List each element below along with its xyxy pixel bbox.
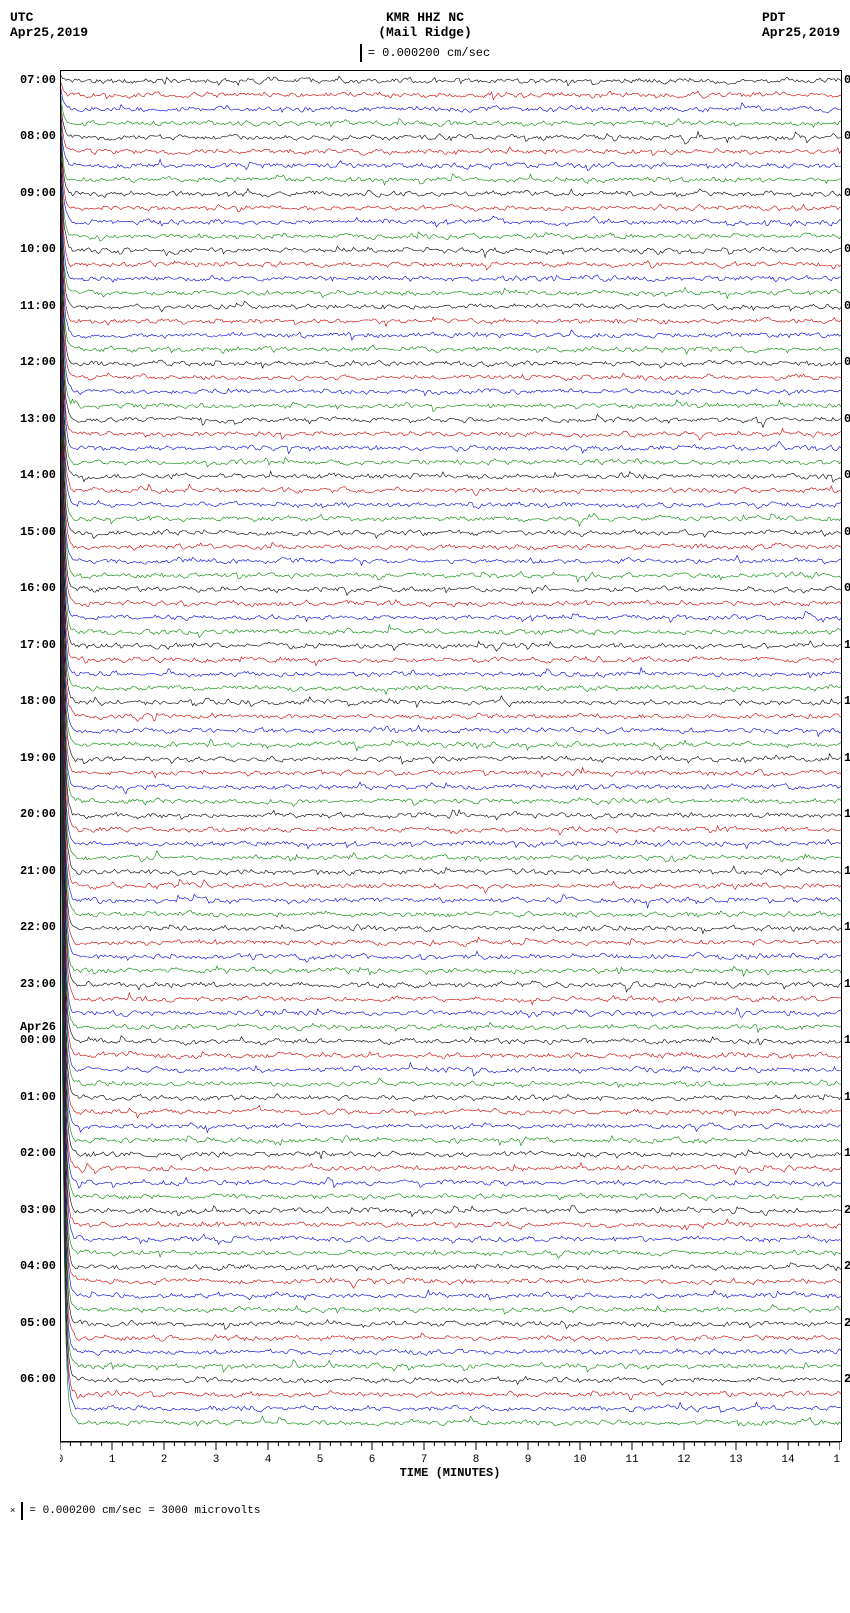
pdt-time-label: 21:15 — [844, 1259, 850, 1273]
pdt-time-label: 01:15 — [844, 129, 850, 143]
utc-time-label: 16:00 — [10, 581, 56, 595]
utc-date: Apr25,2019 — [10, 25, 88, 40]
seismogram-plot — [60, 70, 842, 1442]
utc-time-label: 12:00 — [10, 355, 56, 369]
pdt-time-label: 13:15 — [844, 807, 850, 821]
footer-mult-icon: × — [10, 1506, 15, 1516]
utc-time-label: 08:00 — [10, 129, 56, 143]
pdt-time-label: 05:15 — [844, 355, 850, 369]
svg-text:15: 15 — [833, 1454, 840, 1466]
svg-text:13: 13 — [729, 1454, 742, 1466]
utc-time-label: 07:00 — [10, 73, 56, 87]
utc-time-label: 14:00 — [10, 468, 56, 482]
svg-text:TIME (MINUTES): TIME (MINUTES) — [400, 1466, 501, 1480]
scale-indicator: = 0.000200 cm/sec — [10, 44, 840, 62]
svg-text:10: 10 — [573, 1454, 586, 1466]
svg-text:3: 3 — [213, 1454, 220, 1466]
pdt-time-label: 15:15 — [844, 920, 850, 934]
pdt-time-label: 11:15 — [844, 694, 850, 708]
footer-text: = 0.000200 cm/sec = 3000 microvolts — [29, 1505, 260, 1517]
pdt-time-label: 19:15 — [844, 1146, 850, 1160]
utc-time-label: 19:00 — [10, 751, 56, 765]
pdt-time-label: 16:15 — [844, 977, 850, 991]
svg-text:1: 1 — [109, 1454, 116, 1466]
header-center: KMR HHZ NC (Mail Ridge) — [378, 10, 472, 40]
pdt-time-label: 04:15 — [844, 299, 850, 313]
pdt-time-label: 12:15 — [844, 751, 850, 765]
svg-text:12: 12 — [677, 1454, 690, 1466]
pdt-time-label: 20:15 — [844, 1203, 850, 1217]
utc-label: UTC — [10, 10, 88, 25]
svg-text:14: 14 — [781, 1454, 795, 1466]
utc-time-label: 13:00 — [10, 412, 56, 426]
pdt-time-label: 02:15 — [844, 186, 850, 200]
pdt-time-label: 06:15 — [844, 412, 850, 426]
svg-text:0: 0 — [60, 1454, 63, 1466]
utc-time-label: 06:00 — [10, 1372, 56, 1386]
footer-scale-bar-icon — [21, 1502, 23, 1520]
utc-time-label: 03:00 — [10, 1203, 56, 1217]
utc-time-label: 23:00 — [10, 977, 56, 991]
header-right: PDT Apr25,2019 — [762, 10, 840, 40]
utc-time-label: 05:00 — [10, 1316, 56, 1330]
pdt-label: PDT — [762, 10, 840, 25]
pdt-time-label: 14:15 — [844, 864, 850, 878]
pdt-time-label: 03:15 — [844, 242, 850, 256]
utc-time-label: 15:00 — [10, 525, 56, 539]
scale-text: = 0.000200 cm/sec — [368, 46, 490, 60]
station-code: KMR HHZ NC — [378, 10, 472, 25]
svg-text:7: 7 — [421, 1454, 428, 1466]
pdt-time-label: 22:15 — [844, 1316, 850, 1330]
pdt-time-label: 23:15 — [844, 1372, 850, 1386]
footer-note: × = 0.000200 cm/sec = 3000 microvolts — [10, 1502, 840, 1520]
utc-time-label: 20:00 — [10, 807, 56, 821]
pdt-time-label: 00:15 — [844, 73, 850, 87]
utc-time-label: 00:00 — [10, 1033, 56, 1047]
svg-text:2: 2 — [161, 1454, 168, 1466]
pdt-date: Apr25,2019 — [762, 25, 840, 40]
utc-time-label: 01:00 — [10, 1090, 56, 1104]
utc-time-label: 04:00 — [10, 1259, 56, 1273]
svg-text:8: 8 — [473, 1454, 480, 1466]
utc-time-label: 02:00 — [10, 1146, 56, 1160]
svg-text:4: 4 — [265, 1454, 272, 1466]
pdt-time-label: 10:15 — [844, 638, 850, 652]
utc-time-label: 11:00 — [10, 299, 56, 313]
utc-time-label: 10:00 — [10, 242, 56, 256]
pdt-time-label: 09:15 — [844, 581, 850, 595]
scale-bar-icon — [360, 44, 362, 62]
seismogram-container: UTC Apr25,2019 KMR HHZ NC (Mail Ridge) P… — [10, 10, 840, 1520]
utc-time-label: 22:00 — [10, 920, 56, 934]
utc-date-change-label: Apr26 — [10, 1020, 56, 1034]
utc-time-label: 09:00 — [10, 186, 56, 200]
seismogram-svg — [61, 71, 841, 1441]
station-location: (Mail Ridge) — [378, 25, 472, 40]
pdt-time-label: 07:15 — [844, 468, 850, 482]
svg-text:9: 9 — [525, 1454, 532, 1466]
svg-text:5: 5 — [317, 1454, 324, 1466]
svg-text:11: 11 — [625, 1454, 639, 1466]
utc-time-label: 17:00 — [10, 638, 56, 652]
pdt-time-label: 18:15 — [844, 1090, 850, 1104]
header: UTC Apr25,2019 KMR HHZ NC (Mail Ridge) P… — [10, 10, 840, 40]
utc-time-label: 18:00 — [10, 694, 56, 708]
header-left: UTC Apr25,2019 — [10, 10, 88, 40]
pdt-time-label: 17:15 — [844, 1033, 850, 1047]
svg-text:6: 6 — [369, 1454, 376, 1466]
utc-time-label: 21:00 — [10, 864, 56, 878]
pdt-time-label: 08:15 — [844, 525, 850, 539]
x-axis: 0123456789101112131415TIME (MINUTES) — [60, 1442, 840, 1482]
